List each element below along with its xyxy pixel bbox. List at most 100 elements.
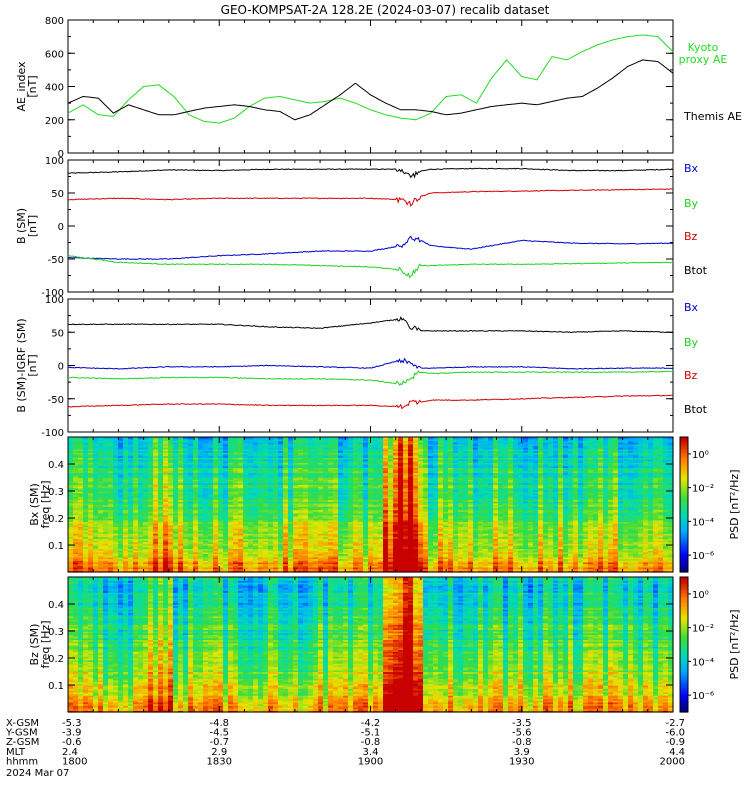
spectrogram-cell (538, 555, 544, 558)
spectrogram-cell (108, 556, 114, 560)
spectrogram-cell (543, 555, 549, 558)
spectrogram-cell (123, 539, 129, 543)
spectrogram-cell (418, 560, 424, 563)
spectrogram-cell (153, 553, 159, 556)
spectrogram-cell (668, 553, 674, 556)
spectrogram-cell (183, 550, 189, 553)
spectrogram-cell (613, 551, 619, 555)
spectrogram-cell (73, 561, 79, 565)
spectrogram-cell (88, 561, 94, 565)
spectrogram-cell (548, 545, 554, 548)
spectrogram-cell (563, 563, 569, 566)
spectrogram-cell (648, 558, 654, 561)
spectrogram-cell (588, 543, 594, 546)
spectrogram-cell (538, 541, 544, 544)
spectrogram-cell (663, 541, 669, 544)
spectrogram-cell (308, 541, 314, 544)
spectrogram-cell (178, 556, 184, 560)
spectrogram-cell (123, 543, 129, 546)
spectrogram-cell (653, 545, 659, 548)
spectrogram-cell (158, 545, 164, 548)
spectrogram-cell (273, 570, 279, 573)
spectrogram-cell (273, 561, 279, 565)
spectrogram-cell (608, 555, 614, 558)
spectrogram-cell (548, 555, 554, 558)
spectrogram-cell (103, 553, 109, 556)
spectrogram-cell (233, 545, 239, 548)
spectrogram-cell (383, 560, 389, 563)
spectrogram-cell (563, 556, 569, 560)
spectrogram-cell (283, 551, 289, 555)
spectrogram-cell (503, 560, 509, 563)
spectrogram-cell (238, 558, 244, 561)
spectrogram-cell (178, 558, 184, 561)
spectrogram-cell (373, 563, 379, 566)
spectrogram-cell (73, 551, 79, 555)
spectrogram-cell (233, 566, 239, 570)
spectrogram-cell (463, 551, 469, 555)
spectrogram-cell (73, 568, 79, 571)
spectrogram-cell (153, 558, 159, 561)
spectrogram-cell (658, 561, 664, 565)
spectrogram-cell (668, 548, 674, 551)
spectrogram-cell (403, 551, 409, 555)
spectrogram-cell (108, 541, 114, 544)
spectrogram-cell (173, 566, 179, 570)
spectrogram-cell (498, 560, 504, 563)
spectrogram-cell (338, 545, 344, 548)
spectrogram-cell (203, 546, 209, 549)
spectrogram-cell (273, 545, 279, 548)
spectrogram-cell (128, 555, 134, 558)
spectrogram-cell (168, 543, 174, 546)
spectrogram-cell (288, 570, 294, 573)
spectrogram-cell (518, 566, 524, 570)
spectrogram-cell (623, 555, 629, 558)
spectrogram-cell (428, 568, 434, 571)
spectrogram-cell (188, 561, 194, 565)
spectrogram-cell (668, 563, 674, 566)
spectrogram-cell (543, 548, 549, 551)
spectrogram-cell (438, 545, 444, 548)
spectrogram-cell (603, 566, 609, 570)
spectrogram-cell (278, 560, 284, 563)
spectrogram-cell (583, 551, 589, 555)
spectrogram-cell (488, 565, 494, 568)
spectrogram-cell (663, 568, 669, 571)
spectrogram-cell (273, 560, 279, 563)
spectrogram-cell (388, 566, 394, 570)
spectrogram-cell (513, 550, 519, 553)
spectrogram-cell (78, 563, 84, 566)
spectrogram-cell (593, 541, 599, 544)
spectrogram-cell (123, 545, 129, 548)
spectrogram-cell (603, 551, 609, 555)
spectrogram-cell (413, 546, 419, 549)
spectrogram-cell (518, 558, 524, 561)
spectrogram-cell (408, 565, 414, 568)
spectrogram-cell (603, 558, 609, 561)
spectrogram-cell (153, 541, 159, 544)
spectrogram-cell (208, 545, 214, 548)
spectrogram-cell (68, 546, 74, 549)
spectrogram-cell (603, 548, 609, 551)
spectrogram-cell (103, 560, 109, 563)
spectrogram-cell (593, 563, 599, 566)
spectrogram-cell (233, 543, 239, 546)
spectrogram-cell (163, 565, 169, 568)
spectrogram-cell (283, 565, 289, 568)
spectrogram-cell (88, 538, 94, 541)
spectrogram-cell (488, 560, 494, 563)
spectrogram-cell (578, 560, 584, 563)
spectrogram-cell (458, 560, 464, 563)
spectrogram-cell (603, 546, 609, 549)
spectrogram-cell (468, 541, 474, 544)
spectrogram-cell (468, 566, 474, 570)
spectrogram-cell (438, 566, 444, 570)
spectrogram-cell (628, 556, 634, 560)
spectrogram-cell (78, 556, 84, 560)
spectrogram-cell (283, 566, 289, 570)
spectrogram-cell (133, 556, 139, 560)
spectrogram-cell (273, 550, 279, 553)
spectrogram-cell (563, 551, 569, 555)
spectrogram-cell (263, 539, 269, 543)
